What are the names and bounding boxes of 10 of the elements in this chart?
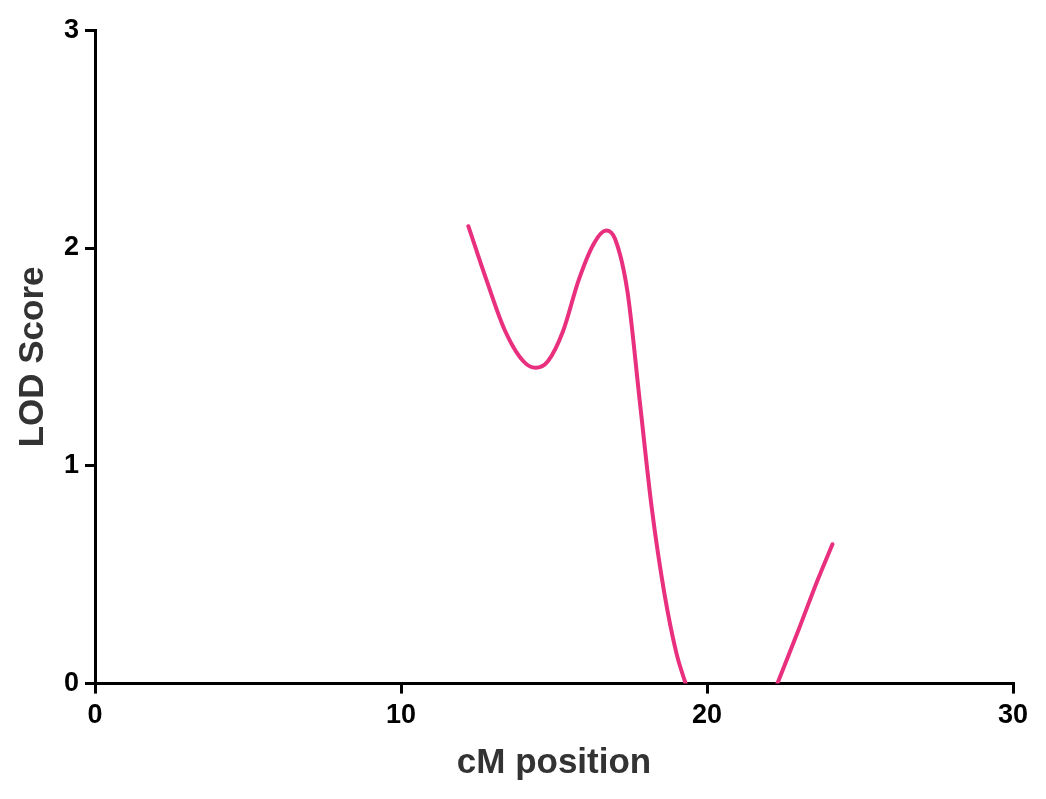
x-axis-title: cM position [456,740,652,780]
x-tick-label: 30 [997,699,1029,730]
y-tick-label: 2 [63,231,80,262]
y-axis-title: LOD Score [10,266,50,448]
x-tick-label: 10 [385,699,417,730]
x-tick-label: 20 [691,699,723,730]
y-tick-label: 3 [63,13,80,44]
x-tick-label: 0 [87,699,103,730]
y-tick-label: 0 [63,667,80,698]
y-tick-label: 1 [63,449,80,480]
